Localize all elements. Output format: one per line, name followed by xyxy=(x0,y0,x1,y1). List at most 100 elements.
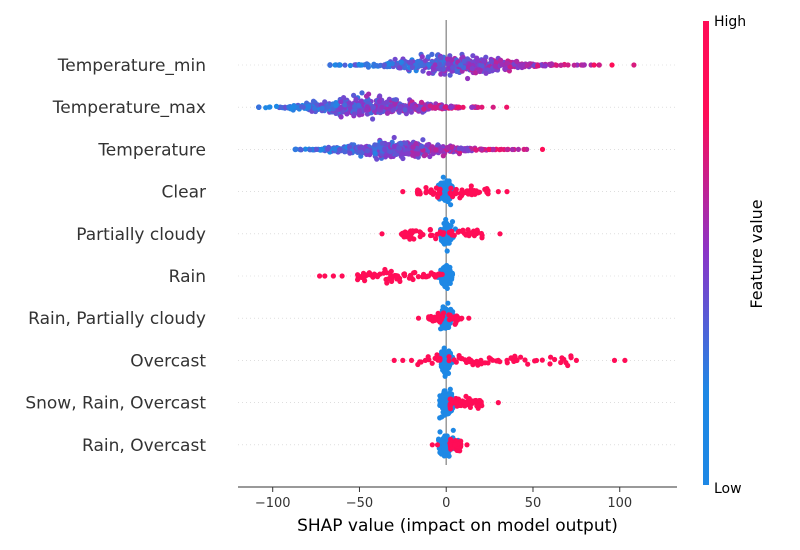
shap-point xyxy=(502,66,508,72)
x-tick-label: 100 xyxy=(607,496,632,511)
shap-point xyxy=(367,152,373,158)
shap-point xyxy=(579,62,586,68)
shap-point xyxy=(388,268,394,274)
shap-point xyxy=(337,62,343,68)
shap-point xyxy=(535,63,541,69)
shap-point xyxy=(458,62,464,68)
x-axis-label: SHAP value (impact on model output) xyxy=(297,516,618,536)
shap-point xyxy=(448,441,454,448)
shap-point xyxy=(322,273,328,279)
shap-point xyxy=(397,65,403,71)
colorbar-title: Feature value xyxy=(747,199,766,308)
shap-point xyxy=(447,72,453,78)
colorbar-high-label: High xyxy=(714,14,746,30)
shap-point xyxy=(444,248,450,254)
shap-point xyxy=(437,449,443,456)
shap-point xyxy=(373,63,379,69)
shap-point xyxy=(458,190,464,196)
shap-point xyxy=(438,326,444,332)
shap-point xyxy=(426,315,432,321)
shap-point xyxy=(325,104,331,110)
shap-point xyxy=(448,223,454,229)
shap-point xyxy=(573,357,580,363)
shap-point xyxy=(389,61,395,67)
shap-point xyxy=(448,185,454,191)
shap-point xyxy=(485,188,491,194)
shap-point xyxy=(443,448,449,454)
shap-point xyxy=(396,145,402,151)
shap-point xyxy=(504,60,510,66)
shap-point xyxy=(331,146,338,152)
shap-point xyxy=(483,70,489,76)
shap-point xyxy=(418,62,424,68)
shap-point xyxy=(437,146,443,152)
shap-point xyxy=(476,398,482,404)
shap-point xyxy=(384,99,390,105)
shap-point xyxy=(469,104,475,110)
shap-point xyxy=(346,100,352,106)
shap-point xyxy=(292,146,298,153)
shap-point xyxy=(322,99,328,105)
shap-point xyxy=(445,349,452,355)
shap-point xyxy=(463,359,470,365)
shap-point xyxy=(394,273,400,279)
x-tick-label: −100 xyxy=(255,496,291,511)
shap-point xyxy=(444,56,451,62)
shap-point xyxy=(419,143,425,149)
shap-point xyxy=(362,278,368,284)
shap-point xyxy=(409,64,415,70)
shap-point xyxy=(402,107,408,113)
shap-point xyxy=(473,147,479,153)
shap-point xyxy=(403,231,409,237)
shap-point xyxy=(511,358,517,364)
feature-label: Clear xyxy=(162,183,206,203)
shap-point xyxy=(363,61,369,67)
shap-point xyxy=(558,359,564,366)
shap-point xyxy=(391,143,397,149)
colorbar-low-label: Low xyxy=(714,481,742,497)
shap-point xyxy=(454,315,460,321)
shap-point xyxy=(434,442,441,448)
feature-label: Partially cloudy xyxy=(76,225,206,245)
shap-point xyxy=(422,357,428,363)
shap-point xyxy=(346,144,353,150)
shap-point xyxy=(448,104,454,111)
shap-point xyxy=(473,70,479,76)
shap-point xyxy=(341,95,347,101)
shap-point xyxy=(359,90,365,96)
shap-point xyxy=(391,134,397,141)
shap-point xyxy=(558,62,564,68)
shap-point xyxy=(444,411,450,417)
shap-point xyxy=(393,151,399,157)
shap-point xyxy=(525,361,531,367)
shap-point xyxy=(591,62,597,68)
shap-point xyxy=(490,104,496,110)
shap-point xyxy=(465,191,471,197)
shap-point xyxy=(467,404,473,410)
shap-point xyxy=(596,62,602,68)
shap-point xyxy=(495,400,501,406)
shap-point xyxy=(428,189,434,196)
shap-point xyxy=(339,273,345,279)
shap-point xyxy=(475,190,481,196)
shap-point xyxy=(363,107,369,113)
shap-point xyxy=(299,104,305,110)
shap-point xyxy=(441,345,447,351)
shap-point xyxy=(518,354,524,360)
shap-point xyxy=(465,75,471,82)
shap-point xyxy=(479,104,485,110)
shap-point xyxy=(319,146,325,152)
shap-point xyxy=(451,357,457,363)
shap-point xyxy=(515,146,522,152)
x-tick-label: 50 xyxy=(525,496,542,511)
shap-point xyxy=(456,104,462,110)
shap-point xyxy=(402,273,408,279)
shap-point xyxy=(498,146,504,152)
shap-point xyxy=(497,231,503,237)
shap-point xyxy=(385,60,391,66)
x-tick-label: −50 xyxy=(346,496,373,511)
shap-point xyxy=(486,146,492,152)
shap-point xyxy=(559,355,565,361)
shap-point xyxy=(412,105,418,111)
